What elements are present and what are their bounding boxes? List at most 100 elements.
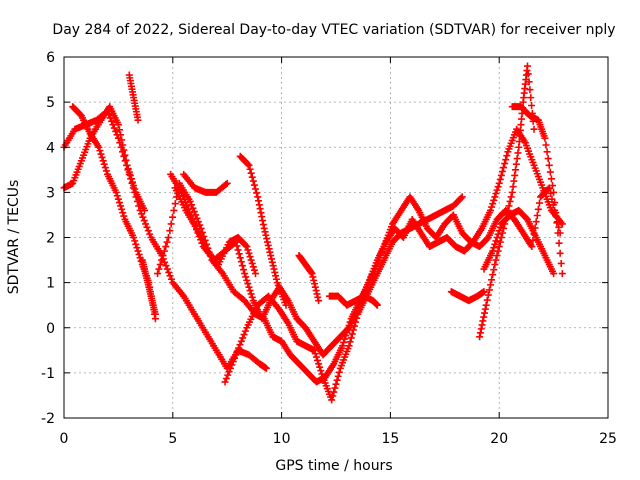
data-point xyxy=(163,265,171,273)
data-point xyxy=(249,177,257,185)
data-point xyxy=(268,258,276,266)
data-point xyxy=(503,152,511,160)
data-point xyxy=(132,240,140,248)
data-point xyxy=(504,206,512,214)
data-point xyxy=(233,242,241,250)
data-point xyxy=(479,317,487,325)
data-point xyxy=(263,235,271,243)
data-point xyxy=(490,244,498,252)
data-point xyxy=(143,223,151,231)
data-point xyxy=(193,214,201,222)
data-point xyxy=(141,206,149,214)
data-point xyxy=(159,252,167,260)
data-point xyxy=(144,227,152,235)
series-track-15 xyxy=(476,62,538,341)
series-track-10 xyxy=(236,152,290,309)
data-point xyxy=(317,367,325,375)
data-point xyxy=(556,249,564,257)
data-point xyxy=(192,211,200,219)
data-point xyxy=(261,228,269,236)
data-point xyxy=(117,131,125,139)
data-point xyxy=(101,164,109,172)
data-point xyxy=(118,136,126,144)
data-point xyxy=(492,256,500,264)
data-point xyxy=(140,217,148,225)
data-point xyxy=(245,283,253,291)
data-point xyxy=(247,290,255,298)
data-point xyxy=(512,160,520,168)
data-point xyxy=(489,247,497,255)
data-point xyxy=(239,334,247,342)
data-point xyxy=(244,246,252,254)
data-point xyxy=(334,372,342,380)
data-point xyxy=(127,175,135,183)
data-point xyxy=(486,281,494,289)
data-point xyxy=(158,256,166,264)
data-point xyxy=(232,351,240,359)
data-point xyxy=(554,229,562,237)
data-point xyxy=(314,356,322,364)
data-point xyxy=(263,238,271,246)
data-point xyxy=(546,168,554,176)
x-tick-label: 5 xyxy=(168,431,177,447)
data-point xyxy=(476,333,484,341)
data-point xyxy=(248,293,256,301)
data-point xyxy=(341,335,349,343)
data-point xyxy=(126,171,134,179)
data-point xyxy=(189,204,197,212)
series-track-11 xyxy=(138,256,159,318)
data-point xyxy=(178,188,186,196)
data-point xyxy=(234,246,242,254)
data-point xyxy=(477,325,485,333)
data-point xyxy=(315,360,323,368)
data-point xyxy=(243,276,251,284)
data-point xyxy=(312,353,320,361)
data-point xyxy=(115,199,123,207)
x-tick-label: 10 xyxy=(273,431,291,447)
data-point xyxy=(98,153,106,161)
data-point xyxy=(241,327,249,335)
data-point xyxy=(256,205,264,213)
data-point xyxy=(253,189,261,197)
data-point xyxy=(154,270,162,278)
data-point xyxy=(543,148,551,156)
data-point xyxy=(236,341,244,349)
data-point xyxy=(495,227,503,235)
data-point xyxy=(247,169,255,177)
data-point xyxy=(260,224,268,232)
data-point xyxy=(146,230,154,238)
data-point xyxy=(155,265,163,273)
data-point xyxy=(115,126,123,134)
data-point xyxy=(228,361,236,369)
data-point xyxy=(222,375,230,383)
data-point xyxy=(254,193,262,201)
data-point xyxy=(329,392,337,400)
data-point xyxy=(557,259,565,267)
data-point xyxy=(229,358,237,366)
data-point xyxy=(271,268,279,276)
data-point xyxy=(496,238,504,246)
data-point xyxy=(309,273,317,281)
series-track-4 xyxy=(125,71,142,124)
series-track-6 xyxy=(167,170,564,359)
data-point xyxy=(248,259,256,267)
data-point xyxy=(112,188,120,196)
data-point xyxy=(541,134,549,142)
data-point xyxy=(513,155,521,163)
data-point xyxy=(95,143,103,151)
data-point xyxy=(542,141,550,149)
data-point xyxy=(231,354,239,362)
data-point xyxy=(353,314,361,322)
x-axis-label: GPS time / hours xyxy=(275,458,392,474)
data-point xyxy=(489,200,497,208)
y-tick-label: 0 xyxy=(46,321,55,337)
data-point xyxy=(485,286,493,294)
series-track-14 xyxy=(447,288,488,305)
data-point xyxy=(523,62,531,70)
data-point xyxy=(496,223,504,231)
data-point xyxy=(493,252,501,260)
data-point xyxy=(525,78,533,86)
y-tick-label: 6 xyxy=(46,50,55,66)
data-point xyxy=(242,241,250,249)
data-point xyxy=(511,171,519,179)
